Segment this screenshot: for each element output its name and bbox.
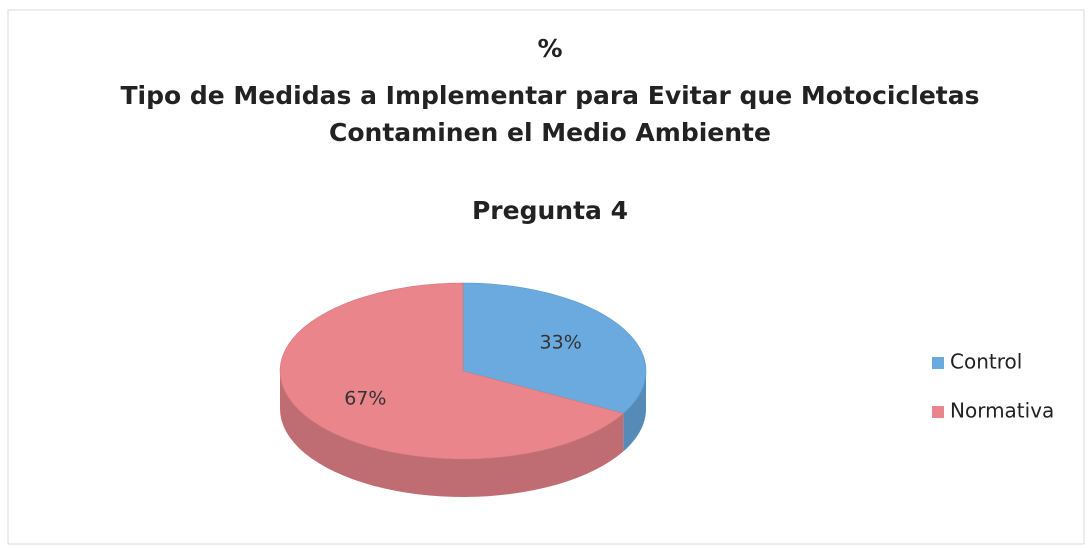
- chart-title: Contaminen el Medio Ambiente: [329, 118, 771, 147]
- legend-swatch: [932, 406, 944, 418]
- pie-slice: [462, 282, 647, 414]
- pie-side: [623, 371, 646, 452]
- legend-label: Normativa: [950, 399, 1054, 423]
- pie-side: [280, 371, 624, 497]
- chart-title: Tipo de Medidas a Implementar para Evita…: [120, 81, 979, 110]
- chart-subtitle: Pregunta 4: [472, 196, 628, 225]
- legend-label: Control: [950, 350, 1022, 374]
- legend-swatch: [932, 357, 944, 369]
- chart-title: %: [537, 34, 562, 63]
- data-label: 33%: [540, 332, 582, 354]
- data-label: 67%: [344, 387, 386, 409]
- pie-slice: [279, 282, 625, 460]
